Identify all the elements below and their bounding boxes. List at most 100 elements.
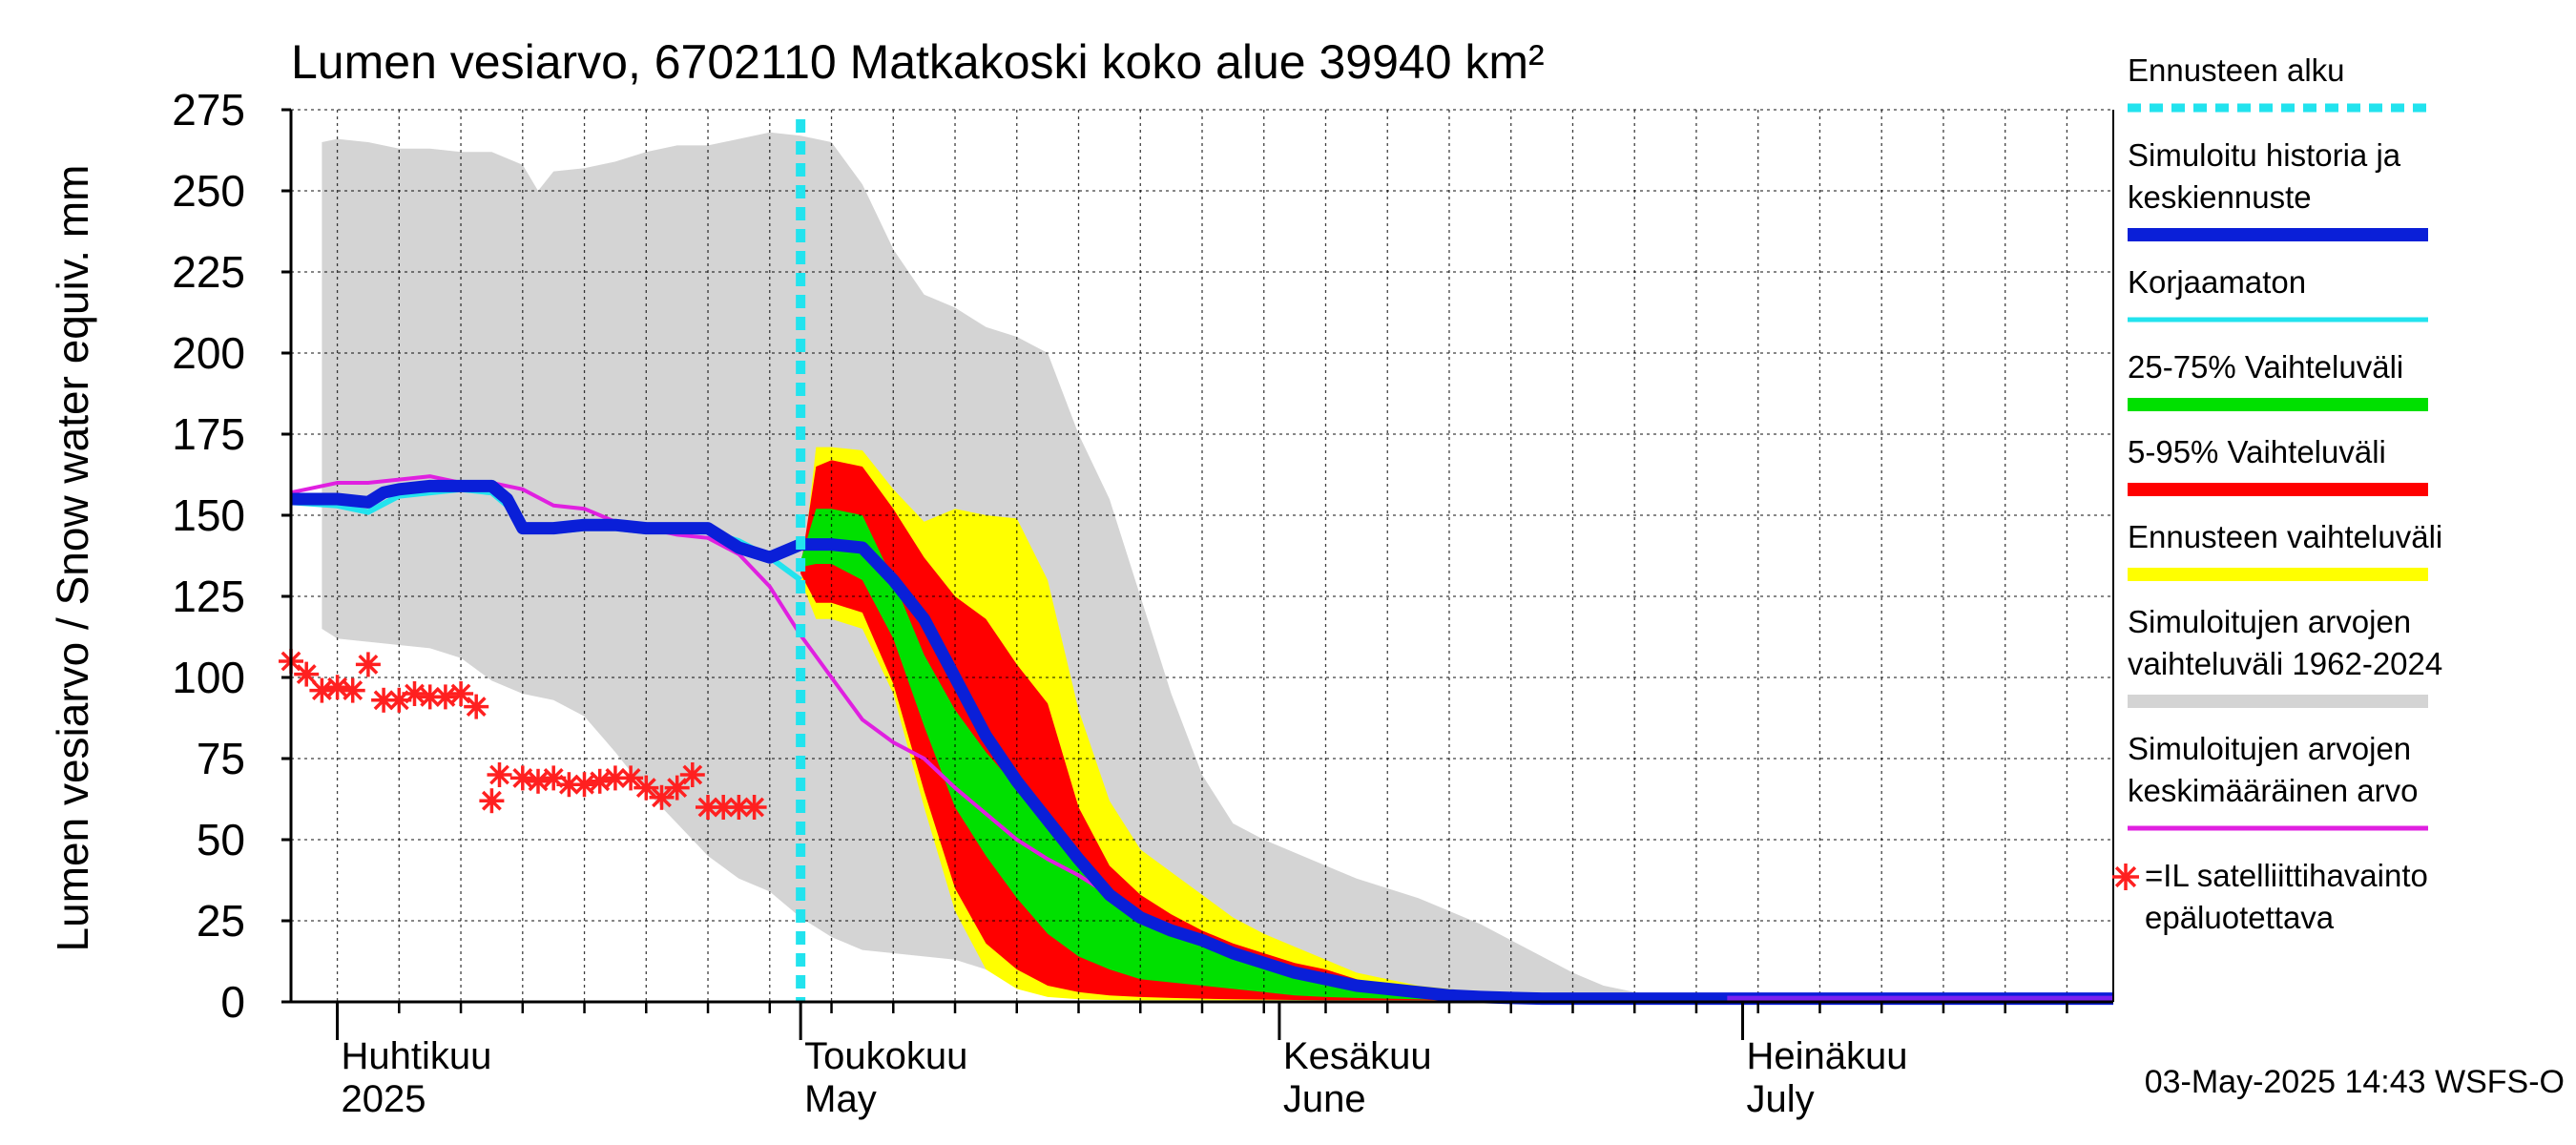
satellite-point [309,677,335,703]
satellite-point [464,694,489,719]
satellite-star-stroke [435,686,456,707]
lines-layer [290,119,2113,1006]
y-axis-label: Lumen vesiarvo / Snow water equiv. mm [48,165,97,952]
hist-range-band [322,132,2113,1002]
legend-label: keskimääräinen arvo [2128,773,2418,808]
satellite-star-stroke [373,690,394,711]
satellite-star-stroke [466,697,487,718]
satellite-star-stroke [405,683,425,704]
satellite-star-stroke [682,764,703,785]
axes-layer: 0 25 50 75 100 125 150 175 200 225 250 275 Huhtikuu2… [172,85,2114,1120]
legend-label: =IL satelliittihavainto [2145,858,2428,893]
satellite-layer [279,649,767,820]
satellite-star-stroke [296,664,317,685]
legend-label: keskiennuste [2128,179,2312,215]
satellite-point [432,684,458,710]
legend-label: Ennusteen vaihteluväli [2128,519,2442,554]
satellite-star-stroke [327,677,348,697]
satellite-point [649,784,675,810]
satellite-star-stroke [543,767,564,788]
satellite-star-stroke [744,797,765,818]
satellite-point [355,652,381,677]
month-label-fi: Kesäkuu [1283,1035,1432,1077]
legend-item-hist_range: Simuloitujen arvojen vaihteluväli 1962-20… [2128,604,2442,708]
satellite-star-stroke [713,797,734,818]
satellite-star-stroke [558,774,579,795]
y-tick-label: 275 [172,85,245,135]
y-tick-label: 0 [220,977,245,1027]
legend-item-satellite: =IL satelliittihavainto epäluotettava [2112,858,2428,935]
legend-item-sim_history: Simuloitu historia ja keskiennuste [2128,137,2428,241]
timestamp: 03-May-2025 14:43 WSFS-O [2145,1064,2565,1100]
bands-layer [322,132,2114,1002]
forecast-range-band [800,447,2114,1001]
legend-item-uncorrected: Korjaamaton [2128,264,2428,323]
legend-label: vaihteluväli 1962-2024 [2128,646,2442,681]
legend: Ennusteen alku Simuloitu historia ja keski… [2112,52,2442,935]
satellite-star-stroke [620,767,641,788]
y-tick-label: 200 [172,328,245,378]
legend-star-stroke [2114,865,2137,888]
y-tick-label: 50 [197,815,245,864]
satellite-point [479,788,505,814]
y-tick-label: 150 [172,490,245,540]
month-label-en: June [1283,1078,1366,1120]
satellite-star-stroke [481,790,502,811]
satellite-point [509,765,535,791]
satellite-star-stroke [512,767,533,788]
satellite-star-stroke [311,680,332,701]
y-tick-label: 250 [172,166,245,216]
y-tick-label: 100 [172,653,245,702]
satellite-point [634,775,659,801]
legend-item-band_25_75: 25-75% Vaihteluväli [2128,349,2428,411]
satellite-star-stroke [450,683,471,704]
month-label-en: May [804,1078,877,1120]
legend-item-hist_mean: Simuloitujen arvojen keskimääräinen arvo [2128,731,2428,831]
satellite-point [571,772,597,798]
legend-item-band_5_95: 5-95% Vaihteluväli [2128,434,2428,496]
satellite-point [618,765,644,791]
satellite-point [587,768,613,794]
satellite-star-stroke [635,778,656,799]
legend-item-forecast_start: Ennusteen alku [2128,52,2428,113]
satellite-star-stroke [667,778,688,799]
legend-label: Ennusteen alku [2128,52,2345,88]
satellite-point [340,677,365,703]
legend-item-forecast_range: Ennusteen vaihteluväli [2128,519,2442,581]
satellite-point [402,681,427,706]
satellite-star-stroke [590,771,611,792]
satellite-point [526,768,551,794]
satellite-point [741,795,767,820]
y-tick-label: 175 [172,409,245,459]
legend-label: Simuloitujen arvojen [2128,604,2411,639]
month-label-fi: Toukokuu [804,1035,967,1077]
legend-label: Simuloitujen arvojen [2128,731,2411,766]
satellite-star-stroke [574,774,594,795]
satellite-point [664,775,690,801]
satellite-point [602,765,628,791]
legend-label: 25-75% Vaihteluväli [2128,349,2403,385]
satellite-star-stroke [358,654,379,675]
satellite-point [448,681,474,706]
legend-label: 5-95% Vaihteluväli [2128,434,2386,469]
satellite-point [324,675,350,700]
month-label-fi: Heinäkuu [1747,1035,1908,1077]
legend-label: Korjaamaton [2128,264,2306,300]
legend-label: epäluotettava [2145,900,2335,935]
satellite-star-stroke [605,767,626,788]
satellite-star-stroke [528,771,549,792]
month-label-fi: Huhtikuu [342,1035,492,1077]
chart-title: Lumen vesiarvo, 6702110 Matkakoski koko … [291,35,1545,89]
satellite-point [679,762,705,787]
satellite-star-stroke [420,686,441,707]
y-tick-label: 75 [197,734,245,783]
month-label-en: July [1747,1078,1815,1120]
satellite-star-stroke [343,680,364,701]
satellite-star-stroke [652,787,672,808]
satellite-point [487,762,512,787]
y-tick-label: 125 [172,572,245,621]
satellite-star-stroke [728,797,749,818]
satellite-star-stroke [489,764,509,785]
y-tick-label: 225 [172,247,245,297]
